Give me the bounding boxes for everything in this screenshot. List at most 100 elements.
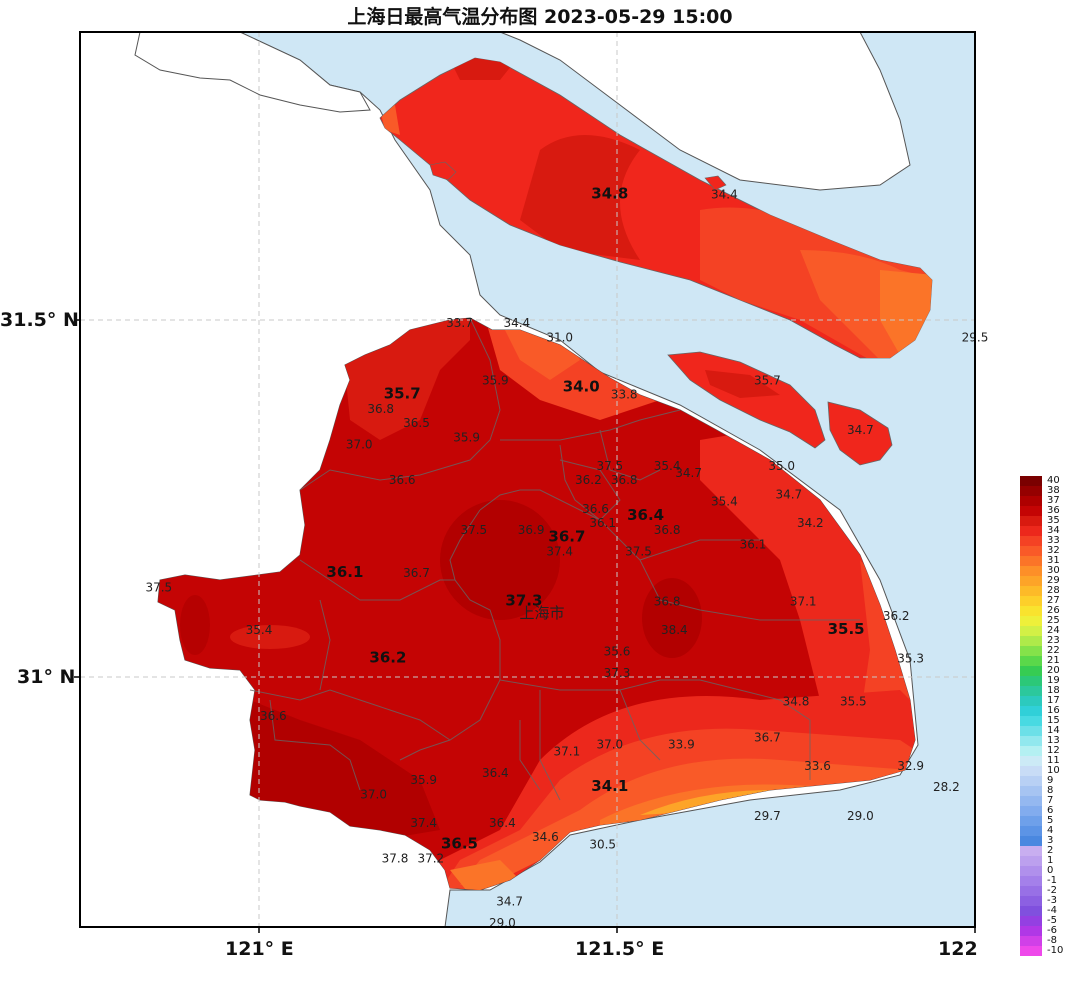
legend-swatch [1020, 666, 1042, 676]
legend-swatch [1020, 656, 1042, 666]
legend-entry: 29 [1020, 575, 1072, 586]
legend-label: 7 [1047, 795, 1054, 806]
legend-label: 26 [1047, 605, 1060, 616]
station-value: 30.5 [589, 837, 616, 851]
station-value: 36.1 [326, 563, 363, 581]
legend-swatch [1020, 686, 1042, 696]
station-value: 37.4 [410, 816, 437, 830]
station-value: 36.2 [883, 609, 910, 623]
station-value: 36.7 [754, 730, 781, 744]
station-value: 37.5 [145, 580, 172, 594]
station-value: 35.6 [604, 645, 631, 659]
station-value: 33.6 [804, 759, 831, 773]
legend-label: -10 [1047, 945, 1064, 956]
station-value: 35.4 [246, 623, 273, 637]
station-value: 37.0 [596, 737, 623, 751]
station-value: 34.8 [783, 695, 810, 709]
legend-entry: -6 [1020, 925, 1072, 936]
station-value: 34.7 [496, 895, 523, 909]
legend-label: 29 [1047, 575, 1060, 586]
station-labels: 34.8 34.433.7 34.431.0 29.535.9 34.0 33.835.7… [145, 185, 988, 930]
lat-label-31-5: 31.5° N [0, 309, 79, 331]
legend-entry: -4 [1020, 905, 1072, 916]
station-value: 36.8 [367, 402, 394, 416]
axis-ticks [74, 319, 976, 933]
legend-label: 1 [1047, 855, 1054, 866]
legend-entry: 33 [1020, 535, 1072, 546]
station-value: 35.9 [410, 773, 437, 787]
legend-label: 38 [1047, 485, 1060, 496]
legend-swatch [1020, 866, 1042, 876]
legend-swatch [1020, 796, 1042, 806]
station-value: 35.4 [654, 459, 681, 473]
legend-swatch [1020, 916, 1042, 926]
station-value: 37.2 [417, 852, 444, 866]
legend-swatch [1020, 506, 1042, 516]
legend-label: 8 [1047, 785, 1054, 796]
station-value: 36.4 [482, 766, 509, 780]
hengsha-island [827, 401, 893, 466]
legend-entry: 38 [1020, 485, 1072, 496]
legend-swatch [1020, 876, 1042, 886]
legend-swatch [1020, 766, 1042, 776]
legend-entry: 13 [1020, 735, 1072, 746]
station-value: 36.6 [582, 502, 609, 516]
legend-entry: -10 [1020, 945, 1072, 956]
station-value: 31.0 [546, 330, 573, 344]
legend-swatch [1020, 736, 1042, 746]
legend-label: 20 [1047, 665, 1060, 676]
station-value: 35.0 [768, 459, 795, 473]
station-value: 34.7 [675, 466, 702, 480]
islet-1 [429, 161, 457, 181]
legend-label: 6 [1047, 805, 1054, 816]
legend-swatch [1020, 636, 1042, 646]
legend-entry: 11 [1020, 755, 1072, 766]
legend-label: 0 [1047, 865, 1054, 876]
legend-entry: 23 [1020, 635, 1072, 646]
legend-entry: -8 [1020, 935, 1072, 946]
station-value: 29.0 [847, 809, 874, 823]
legend-entry: 8 [1020, 785, 1072, 796]
station-value: 35.5 [840, 695, 867, 709]
station-value: 37.0 [346, 438, 373, 452]
legend-label: -6 [1047, 925, 1057, 936]
station-value: 34.8 [591, 185, 628, 203]
station-value: 34.4 [711, 188, 738, 202]
legend-entry: 26 [1020, 605, 1072, 616]
station-value: 37.1 [554, 745, 581, 759]
station-value: 37.0 [360, 787, 387, 801]
color-legend: 40 38 37 36 35 34 33 32 31 30 29 28 27 26 25 24 23 22 21 20… [1020, 475, 1072, 956]
legend-label: -8 [1047, 935, 1057, 946]
legend-entry: 14 [1020, 725, 1072, 736]
legend-swatch [1020, 806, 1042, 816]
legend-label: 27 [1047, 595, 1060, 606]
station-value: 36.1 [740, 538, 767, 552]
legend-entry: 30 [1020, 565, 1072, 576]
legend-swatch [1020, 516, 1042, 526]
legend-label: 19 [1047, 675, 1060, 686]
station-value: 37.1 [790, 595, 817, 609]
station-value: 36.4 [627, 506, 664, 524]
legend-entry: 31 [1020, 555, 1072, 566]
station-value: 37.3 [604, 666, 631, 680]
north-shore [134, 32, 371, 113]
legend-swatch [1020, 556, 1042, 566]
legend-entry: 2 [1020, 845, 1072, 856]
legend-swatch [1020, 826, 1042, 836]
station-value: 33.8 [611, 388, 638, 402]
legend-swatch [1020, 626, 1042, 636]
legend-swatch [1020, 646, 1042, 656]
legend-entry: 10 [1020, 765, 1072, 776]
station-value: 37.5 [460, 523, 487, 537]
legend-entry: 5 [1020, 815, 1072, 826]
station-value: 36.8 [611, 473, 638, 487]
legend-swatch [1020, 946, 1042, 956]
station-value: 34.7 [775, 488, 802, 502]
legend-entry: 9 [1020, 775, 1072, 786]
legend-swatch [1020, 546, 1042, 556]
station-value: 33.7 [446, 316, 473, 330]
station-value: 36.8 [654, 523, 681, 537]
legend-label: 30 [1047, 565, 1060, 576]
station-value: 37.3 [505, 592, 542, 610]
station-value: 36.2 [575, 473, 602, 487]
